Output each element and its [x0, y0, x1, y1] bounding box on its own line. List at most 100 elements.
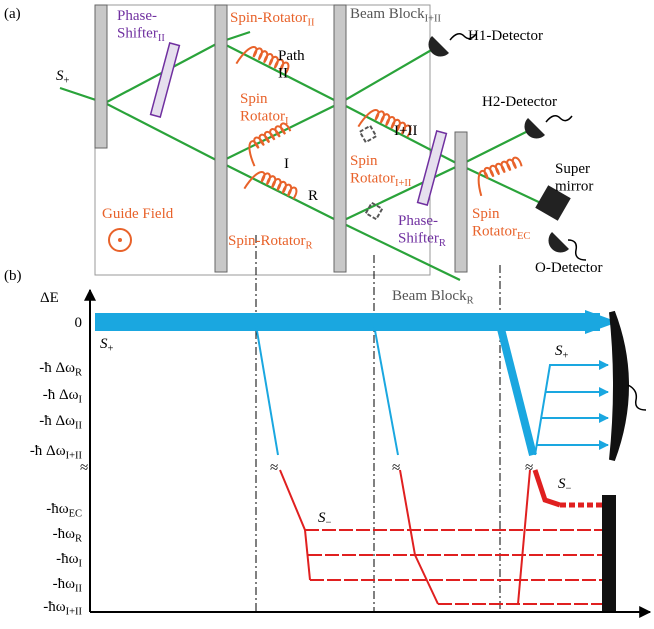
text-part: H2-Detector: [482, 94, 557, 110]
text-part: Spin: [472, 206, 500, 222]
coil-path: [357, 109, 412, 138]
text-part: O-Detector: [535, 260, 602, 276]
label: Spin RotatorI+II: [350, 153, 412, 189]
label: O-Detector: [535, 260, 602, 276]
level-label: -ħ ΔωI: [43, 387, 83, 406]
spin-rotator-coil: [477, 156, 523, 197]
subscript: I: [79, 559, 83, 570]
text-part: Phase-: [117, 8, 157, 24]
spin-rotator-coil: [243, 171, 298, 200]
svg-text:≈: ≈: [525, 460, 533, 476]
subscript: R: [75, 534, 82, 545]
label: Spin-RotatorR: [228, 233, 313, 252]
label: Guide Field: [102, 206, 174, 222]
label: Beam BlockI+II: [350, 6, 441, 25]
coil-path: [477, 156, 523, 197]
subscript: R: [75, 368, 82, 379]
subscript: I+II: [395, 178, 412, 189]
coil-path: [243, 171, 298, 200]
detectors: [428, 36, 571, 253]
label: I: [284, 156, 289, 172]
subscript: II: [75, 421, 82, 432]
label: H1-Detector: [468, 28, 543, 44]
level-label: -ħωI: [56, 551, 82, 570]
text-part: I: [284, 156, 289, 172]
subscript: II: [75, 584, 82, 595]
cable: [627, 384, 647, 411]
detector-cables: [449, 33, 587, 261]
level-label: -ħ ΔωI+II: [30, 443, 83, 462]
beam-blocks: [358, 124, 384, 221]
detector: [602, 495, 616, 611]
subscript: R: [439, 238, 446, 249]
label: Path II: [278, 48, 305, 81]
text-part: -ħω: [43, 599, 65, 615]
text-part: Rotator: [350, 170, 395, 186]
svg-text:≈: ≈: [80, 460, 88, 476]
subscript: I: [285, 116, 289, 127]
band: [496, 324, 537, 456]
text-part: -ħ Δω: [43, 387, 79, 403]
svg-text:≈: ≈: [392, 460, 400, 476]
coil-path: [248, 122, 292, 167]
breaks: ≈ ≈ ≈ ≈: [80, 460, 533, 476]
detector: [609, 310, 629, 462]
text-part: H1-Detector: [468, 28, 543, 44]
phase-shifter: [416, 130, 448, 206]
text-part: Shifter: [398, 230, 439, 246]
text-part: Beam Block: [350, 6, 425, 22]
label: Phase-ShifterII: [117, 8, 165, 44]
label: Spin RotatorI: [240, 91, 289, 127]
coil-path: [235, 46, 290, 75]
text-part: Shifter: [117, 25, 158, 41]
label: S+: [56, 68, 70, 87]
spin-rotator-coil: [357, 109, 412, 138]
text-part: I+II: [394, 123, 417, 139]
text-part: -ħω: [46, 501, 68, 517]
subscript: I+II: [66, 607, 83, 618]
text-part: Spin: [240, 91, 268, 107]
label: Phase-ShifterR: [398, 213, 446, 249]
text-part: Beam Block: [392, 288, 467, 304]
crystal-plates: [94, 4, 468, 273]
state-label: S+: [555, 343, 569, 362]
text-part: Spin: [350, 153, 378, 169]
subscript: II: [158, 33, 165, 44]
text-part: Phase-: [398, 213, 438, 229]
text-part: -ħω: [56, 551, 78, 567]
text-part: R: [308, 188, 318, 204]
level-label: -ħωI+II: [43, 599, 82, 618]
text-part: S: [100, 336, 108, 352]
text-part: -ħ Δω: [30, 443, 66, 459]
label: R: [308, 188, 318, 204]
text-part: Spin-Rotator: [230, 10, 308, 26]
svg-text:≈: ≈: [270, 460, 278, 476]
label: Spin RotatorEC: [472, 206, 530, 242]
level-label: 0: [75, 315, 83, 331]
text-part: S: [558, 476, 566, 492]
text-part: Super: [555, 161, 590, 177]
label: I+II: [394, 123, 417, 139]
guide-field: [108, 228, 132, 252]
red-dashed: [305, 502, 602, 605]
spin-rotator-coil: [235, 46, 290, 75]
text-part: Guide Field: [102, 206, 174, 222]
text-part: Spin-Rotator: [228, 233, 306, 249]
diagram: ≈ ≈ ≈ ≈: [59, 4, 652, 618]
spin-rotator-coil: [248, 122, 292, 167]
text-part: -ħ Δω: [39, 413, 75, 429]
blue-lines: [255, 324, 609, 456]
text-part: II: [278, 65, 288, 81]
subscript: +: [563, 351, 569, 362]
text-part: Rotator: [472, 223, 517, 239]
label: Super mirror: [555, 161, 593, 194]
label: Beam BlockR: [392, 288, 474, 307]
red-lines: [279, 469, 561, 605]
subscript: R: [467, 296, 474, 307]
panel-label: (b): [4, 268, 22, 284]
level-label: -ħωR: [53, 526, 82, 545]
level-label: -ħωII: [53, 576, 83, 595]
subscript: EC: [69, 509, 82, 520]
subscript: I+II: [66, 451, 83, 462]
